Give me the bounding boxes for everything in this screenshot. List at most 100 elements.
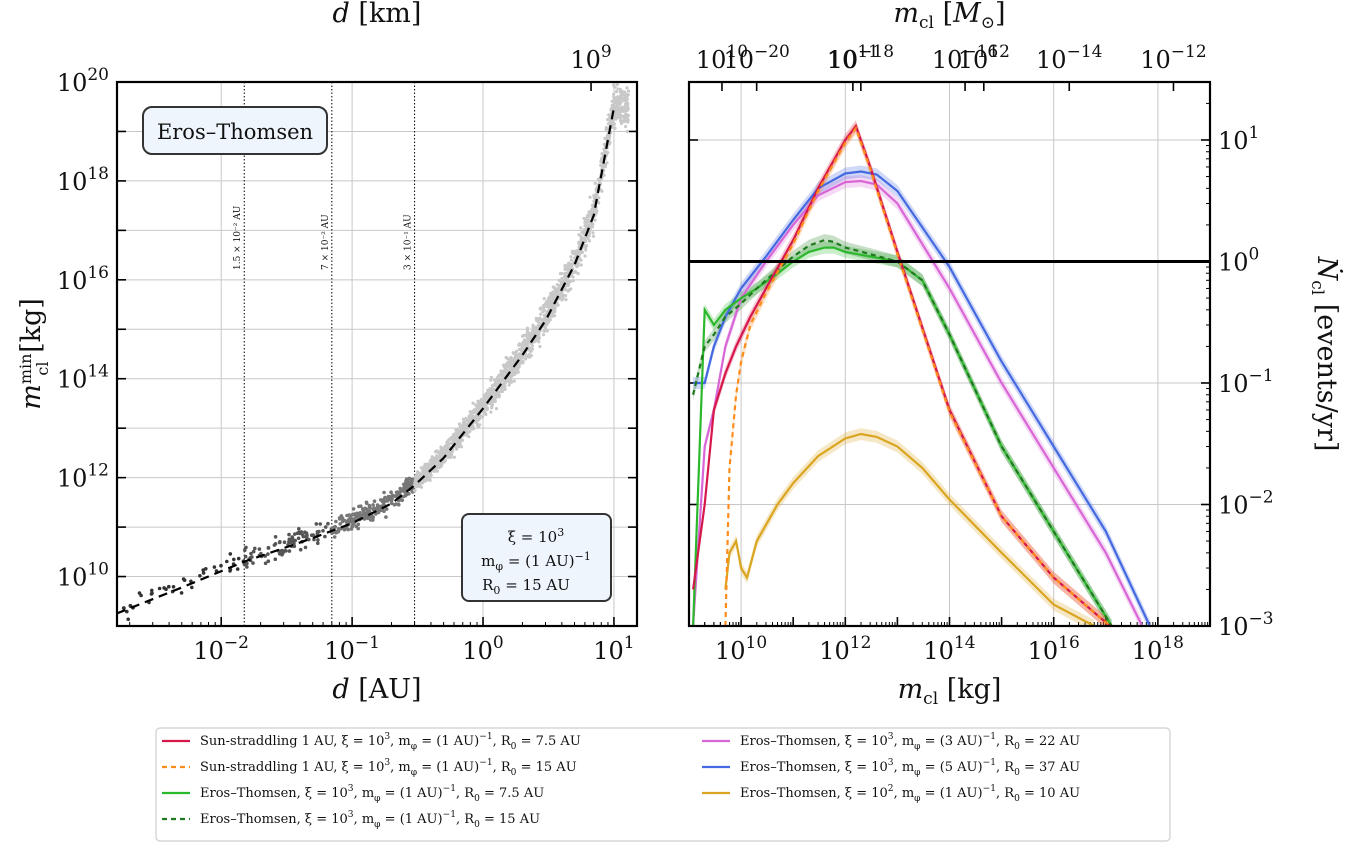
scatter-point: [538, 344, 542, 349]
scatter-point: [514, 349, 519, 354]
left-ytick-label: 1010: [57, 560, 109, 592]
left-ytick-label: 1020: [57, 65, 109, 97]
scatter-point: [539, 312, 543, 316]
scatter-point: [600, 189, 604, 193]
vline-label-2: 3 × 10⁻¹ AU: [404, 214, 414, 270]
scatter-point: [491, 399, 496, 403]
scatter-point: [529, 349, 533, 353]
scatter-point: [314, 522, 319, 526]
scatter-point: [122, 606, 126, 610]
scatter-point: [228, 552, 233, 556]
scatter-point: [614, 117, 618, 121]
scatter-point: [367, 505, 372, 509]
scatter-point: [610, 99, 614, 103]
scatter-point: [553, 314, 557, 318]
right-toptick-label: 10−12: [1140, 42, 1206, 74]
scatter-point: [616, 109, 621, 113]
scatter-point: [569, 287, 573, 291]
scatter-point: [607, 113, 611, 117]
scatter-point: [323, 534, 327, 539]
scatter-point: [456, 440, 460, 444]
legend-entry-2: Eros–Thomsen, ξ = 103, mφ = (1 AU)−1, R0…: [200, 784, 544, 804]
scatter-point: [566, 278, 570, 282]
scatter-point: [614, 90, 619, 94]
right-xtick-label: 1014: [923, 633, 975, 665]
scatter-point: [382, 509, 386, 513]
scatter-point: [609, 120, 613, 124]
scatter-point: [461, 421, 465, 425]
scatter-point: [525, 354, 529, 358]
scatter-point: [293, 532, 297, 536]
left-xtick-label: 10−1: [324, 633, 380, 665]
scatter-point: [579, 263, 583, 267]
scatter-point: [425, 474, 429, 478]
scatter-point: [606, 118, 610, 122]
scatter-point: [602, 147, 606, 151]
right-xtick-label: 1018: [1132, 633, 1184, 665]
label-box: [142, 106, 328, 155]
scatter-point: [624, 112, 628, 116]
scatter-point: [623, 109, 627, 113]
scatter-point: [479, 404, 483, 408]
right-ytick-label: 10−2: [1218, 487, 1274, 519]
legend-entry-1: Sun-straddling 1 AU, ξ = 103, mφ = (1 AU…: [200, 758, 577, 778]
scatter-point: [574, 270, 578, 274]
scatter-point: [525, 329, 530, 333]
scatter-point: [460, 438, 465, 442]
scatter-point: [126, 617, 130, 622]
scatter-point: [571, 279, 575, 283]
scatter-point: [484, 402, 488, 406]
scatter-point: [273, 535, 278, 539]
scatter-point: [622, 115, 626, 119]
scatter-point: [323, 525, 328, 529]
scatter-point: [543, 326, 548, 331]
scatter-point: [464, 426, 468, 430]
scatter-point: [533, 325, 537, 329]
scatter-point: [497, 393, 501, 397]
scatter-point: [619, 89, 623, 93]
scatter-point: [555, 289, 559, 293]
scatter-point: [471, 415, 475, 419]
scatter-point: [236, 556, 241, 561]
right-xtick-label: 1016: [1028, 633, 1080, 665]
scatter-point: [386, 497, 390, 501]
scatter-point: [501, 383, 505, 387]
scatter-point: [589, 214, 593, 218]
scatter-point: [389, 490, 393, 495]
scatter-point: [592, 193, 596, 197]
scatter-point: [561, 293, 565, 297]
right-top-axis-label: mcl [M⊙]: [893, 0, 1005, 33]
scatter-point: [364, 500, 369, 505]
scatter-point: [179, 591, 184, 595]
scatter-point: [546, 299, 551, 303]
scatter-point: [495, 379, 499, 383]
scatter-point: [279, 549, 283, 553]
scatter-point: [593, 181, 597, 185]
scatter-point: [619, 100, 624, 104]
scatter-point: [277, 540, 282, 545]
scatter-point: [263, 561, 268, 566]
scatter-point: [605, 161, 609, 165]
scatter-point: [577, 240, 581, 244]
scatter-point: [482, 395, 486, 399]
scatter-point: [588, 195, 592, 199]
scatter-point: [167, 584, 171, 589]
scatter-point: [612, 104, 616, 109]
scatter-point: [407, 491, 411, 496]
scatter-point: [467, 430, 471, 434]
scatter-point: [296, 536, 301, 541]
scatter-point: [266, 552, 270, 556]
scatter-point: [430, 455, 434, 459]
scatter-point: [507, 383, 511, 387]
scatter-point: [266, 559, 271, 563]
scatter-point: [303, 530, 307, 534]
scatter-point: [212, 565, 217, 569]
scatter-point: [372, 499, 377, 504]
scatter-point: [512, 352, 516, 356]
scatter-point: [356, 526, 361, 531]
scatter-point: [468, 415, 472, 419]
scatter-point: [485, 406, 489, 410]
scatter-point: [366, 509, 370, 514]
left-toptick-label: 1010: [696, 42, 748, 74]
scatter-point: [531, 323, 535, 327]
